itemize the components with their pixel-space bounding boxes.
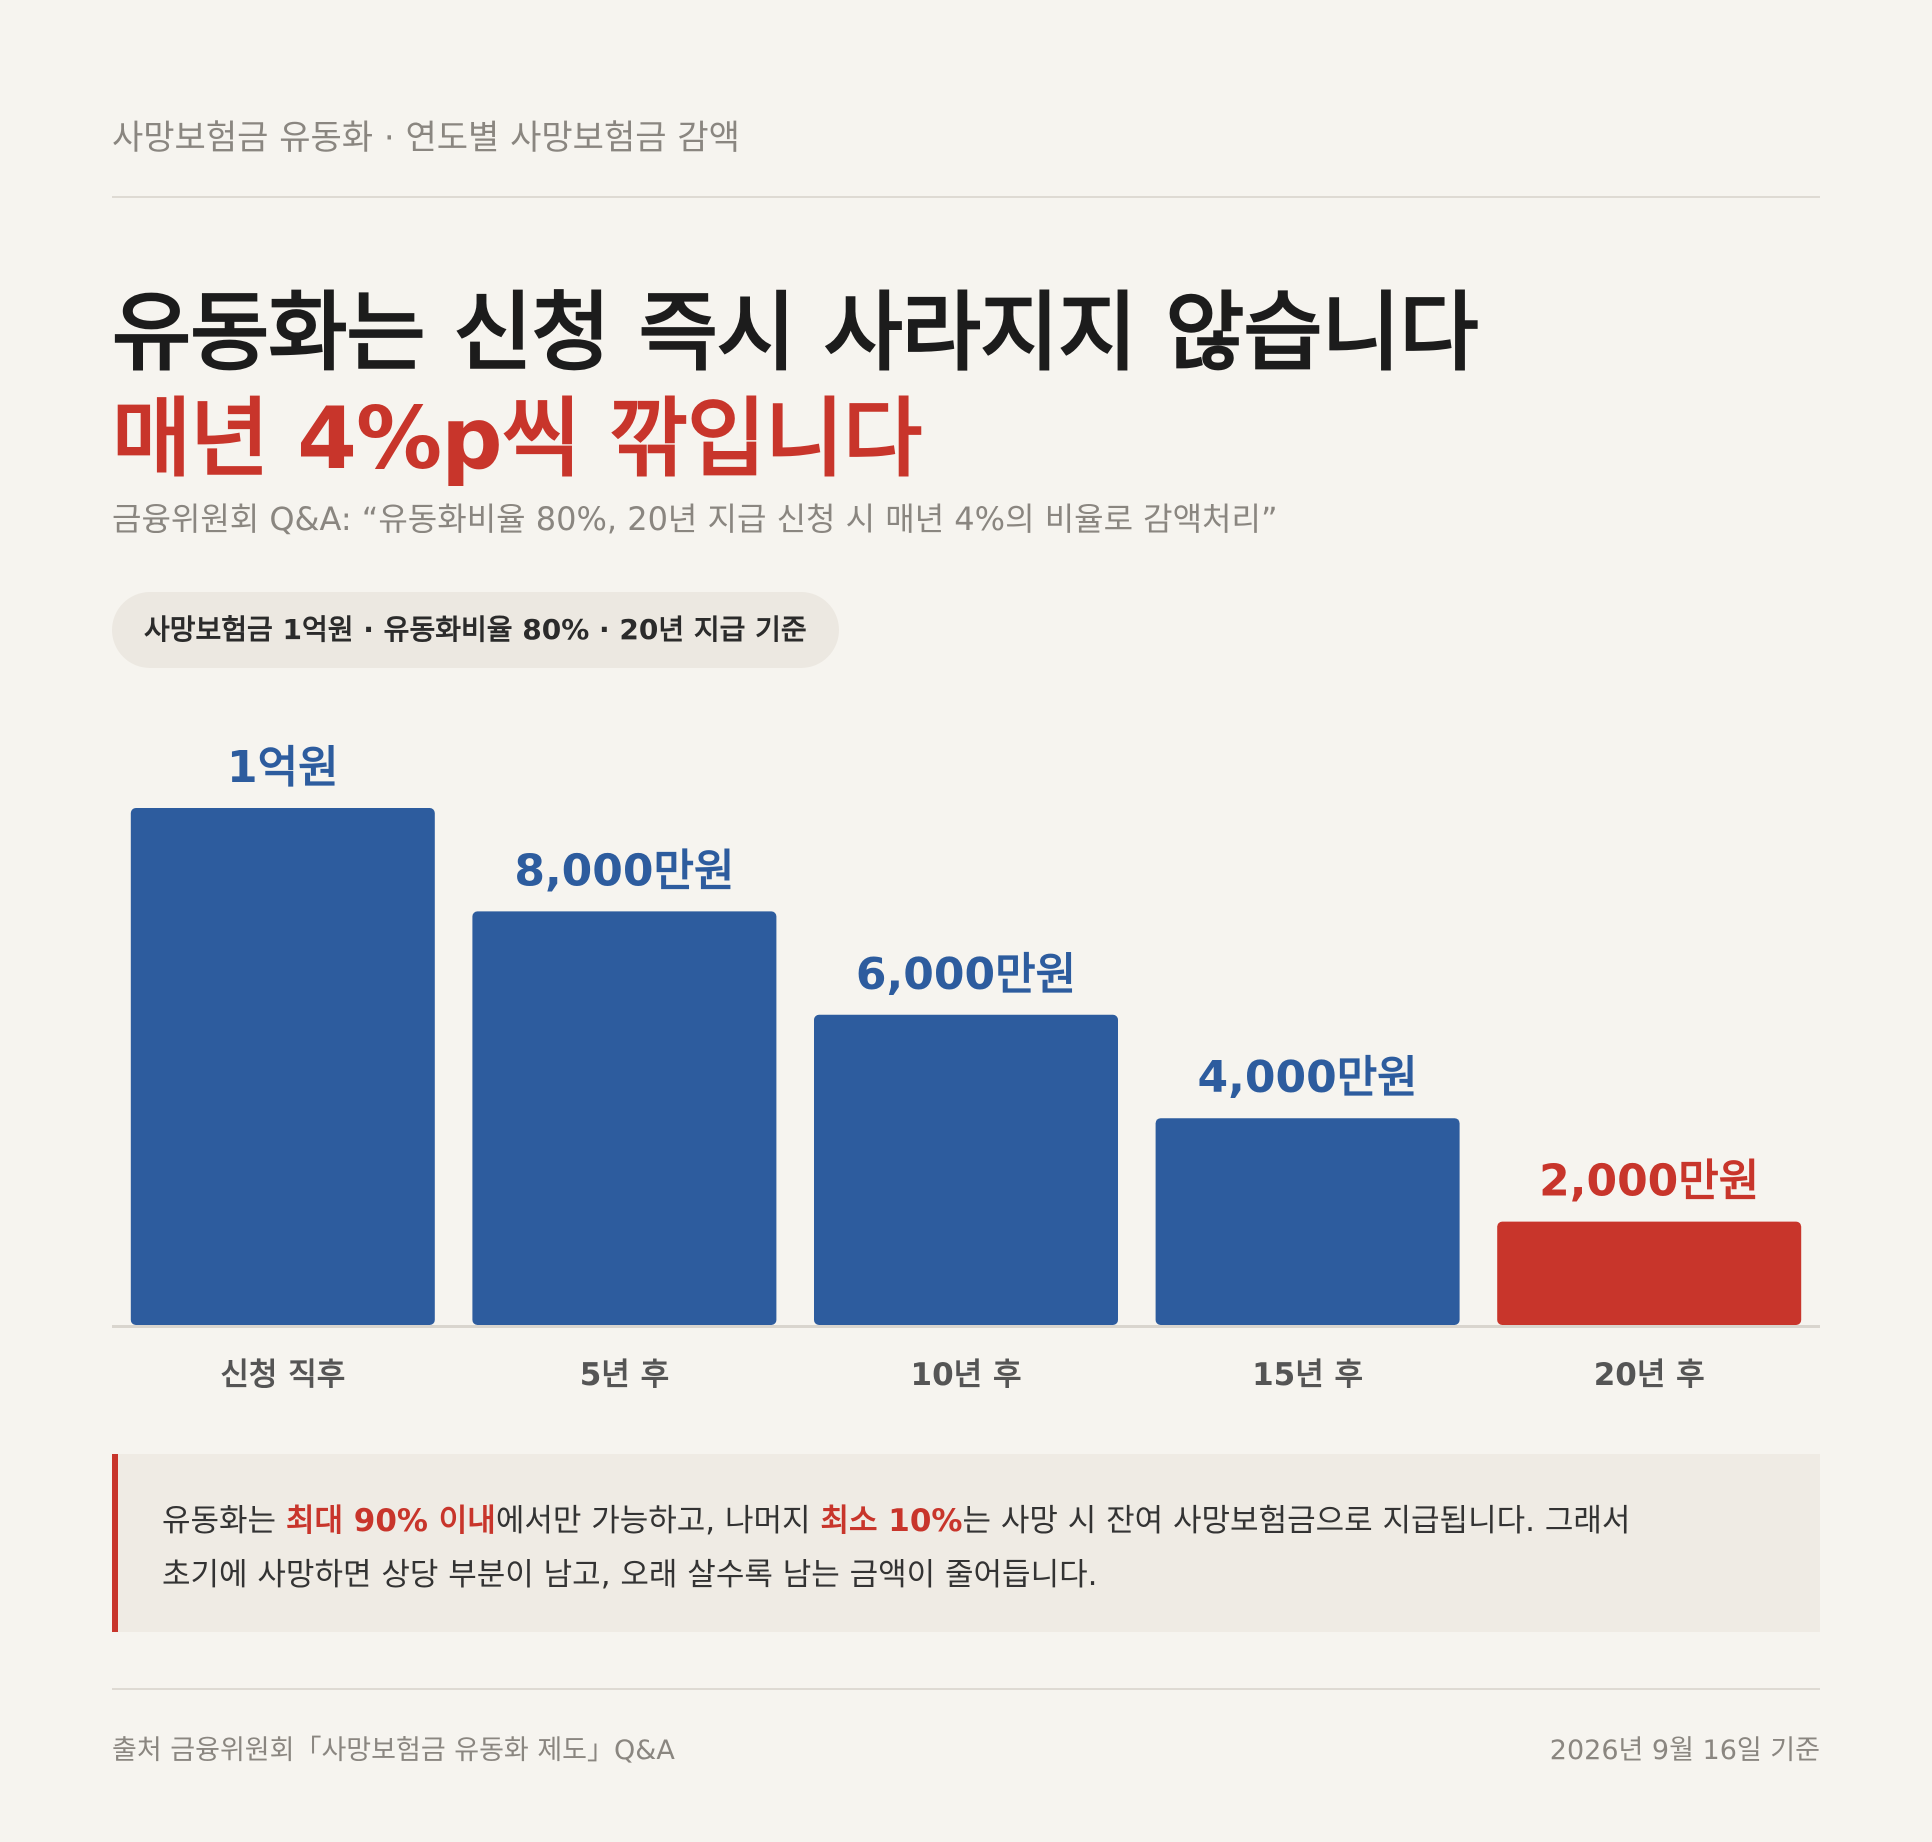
category-label-3: 10년 후 (911, 1357, 1022, 1393)
top-divider (112, 196, 1820, 198)
note-text-2: 에서만 가능하고, 나머지 (495, 1503, 821, 1539)
bar-value-label-3: 6,000만원 (856, 949, 1076, 1000)
note-highlight-min: 최소 10% (820, 1503, 963, 1539)
bar-3 (814, 1014, 1118, 1325)
note-line-2: 초기에 사망하면 상당 부분이 남고, 오래 살수록 남는 금액이 줄어듭니다. (162, 1557, 1098, 1593)
note-highlight-max: 최대 90% 이내 (285, 1503, 496, 1539)
basis-pill: 사망보험금 1억원 · 유동화비율 80% · 20년 지급 기준 (112, 592, 839, 668)
bar-value-label-1: 1억원 (227, 742, 339, 793)
bar-4 (1155, 1118, 1460, 1325)
bar-5 (1497, 1221, 1802, 1325)
explanation-note: 유동화는 최대 90% 이내에서만 가능하고, 나머지 최소 10%는 사망 시… (112, 1454, 1820, 1632)
category-label-2: 5년 후 (580, 1357, 669, 1393)
note-text-1: 유동화는 (162, 1503, 286, 1539)
bar-value-label-4: 4,000만원 (1198, 1052, 1418, 1103)
quote-subtitle: 금융위원회 Q&A: “유동화비율 80%, 20년 지급 신청 시 매년 4%… (112, 500, 1278, 538)
note-text-3: 는 사망 시 잔여 사망보험금으로 지급됩니다. 그래서 (962, 1503, 1631, 1539)
category-label-1: 신청 직후 (220, 1357, 345, 1393)
bar-value-label-2: 8,000만원 (514, 845, 734, 896)
bar-1 (130, 808, 435, 1325)
category-label-4: 15년 후 (1252, 1357, 1363, 1393)
kicker-label: 사망보험금 유동화 · 연도별 사망보험금 감액 (112, 118, 740, 158)
headline-line-2: 매년 4%p씩 깎입니다 (112, 389, 922, 489)
bar-2 (472, 911, 777, 1325)
headline-line-1: 유동화는 신청 즉시 사라지지 않습니다 (112, 283, 1479, 383)
footer-date: 2026년 9월 16일 기준 (1549, 1735, 1820, 1766)
bottom-divider (112, 1688, 1820, 1690)
footer-source: 출처 금융위원회「사망보험금 유동화 제도」Q&A (112, 1735, 675, 1766)
bar-value-label-5: 2,000만원 (1539, 1156, 1759, 1207)
category-label-5: 20년 후 (1594, 1357, 1705, 1393)
note-line-1: 유동화는 최대 90% 이내에서만 가능하고, 나머지 최소 10%는 사망 시… (162, 1494, 1780, 1548)
